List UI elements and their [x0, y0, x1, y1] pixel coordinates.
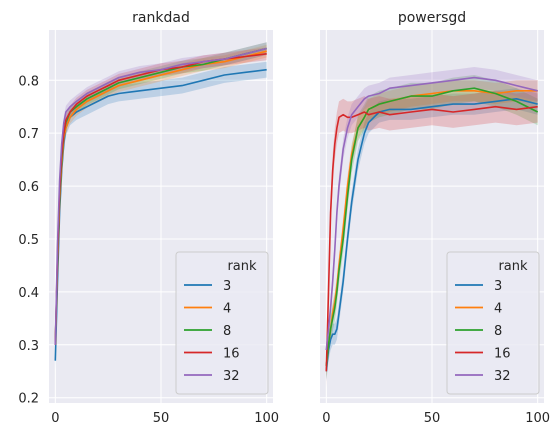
legend-label-rank-3: 3 [223, 279, 231, 294]
series-line-rank-8 [325, 87, 539, 367]
series-lines-powersgd [325, 76, 539, 372]
x-tick-labels-rankdad: 0 50 100 [51, 411, 279, 426]
y-tick-label: 0.6 [18, 180, 39, 195]
gridlines-powersgd [320, 30, 544, 403]
legend-label-rank-32: 32 [223, 369, 240, 384]
legend-label-rank-3: 3 [494, 279, 502, 294]
panel-rankdad: 0 50 100 0.2 0.3 0.4 0.5 0.6 0.7 0.8 rankdad ran… [18, 10, 279, 426]
series-line-rank-32 [325, 76, 538, 351]
confidence-band-rank-8 [326, 75, 538, 380]
gridlines-rankdad [49, 30, 273, 403]
legend-label-rank-8: 8 [223, 324, 231, 339]
x-tick-label: 100 [525, 411, 550, 426]
legend-box-rankdad [175, 251, 269, 395]
series-line-rank-16 [325, 105, 538, 372]
legend-rankdad: rank 3 4 8 16 32 [175, 251, 269, 395]
y-tick-label: 0.2 [18, 392, 39, 407]
legend-title-rankdad: rank [227, 259, 257, 274]
legend-box-powersgd [446, 251, 540, 395]
y-tick-label: 0.8 [18, 74, 39, 89]
series-line-rank-3 [325, 98, 538, 372]
confidence-bands-powersgd [326, 67, 538, 388]
legend-powersgd: rank 3 4 8 16 32 [446, 251, 540, 395]
legend-label-rank-4: 4 [494, 302, 502, 317]
legend-label-rank-8: 8 [494, 324, 502, 339]
legend-title-powersgd: rank [498, 259, 528, 274]
confidence-band-rank-16 [326, 90, 538, 388]
x-tick-label: 50 [424, 411, 441, 426]
legend-label-rank-16: 16 [494, 347, 511, 362]
series-line-rank-32 [54, 47, 267, 345]
y-tick-label: 0.7 [18, 127, 39, 142]
legend-label-rank-16: 16 [223, 347, 240, 362]
x-tick-label: 100 [254, 411, 279, 426]
x-tick-labels-powersgd: 0 50 100 [322, 411, 550, 426]
legend-label-rank-4: 4 [223, 302, 231, 317]
chart-title-powersgd: powersgd [398, 10, 466, 26]
y-tick-label: 0.5 [18, 233, 39, 248]
series-lines-rankdad [54, 47, 267, 361]
chart-title-rankdad: rankdad [132, 10, 190, 26]
panel-powersgd: 0 50 100 powersgd rank 3 4 8 16 32 [320, 10, 550, 426]
legend-label-rank-32: 32 [494, 369, 511, 384]
x-tick-label: 0 [51, 411, 59, 426]
x-tick-label: 0 [322, 411, 330, 426]
y-tick-label: 0.4 [18, 286, 39, 301]
y-tick-labels-rankdad: 0.2 0.3 0.4 0.5 0.6 0.7 0.8 [18, 74, 39, 406]
x-tick-label: 50 [153, 411, 170, 426]
y-tick-label: 0.3 [18, 339, 39, 354]
